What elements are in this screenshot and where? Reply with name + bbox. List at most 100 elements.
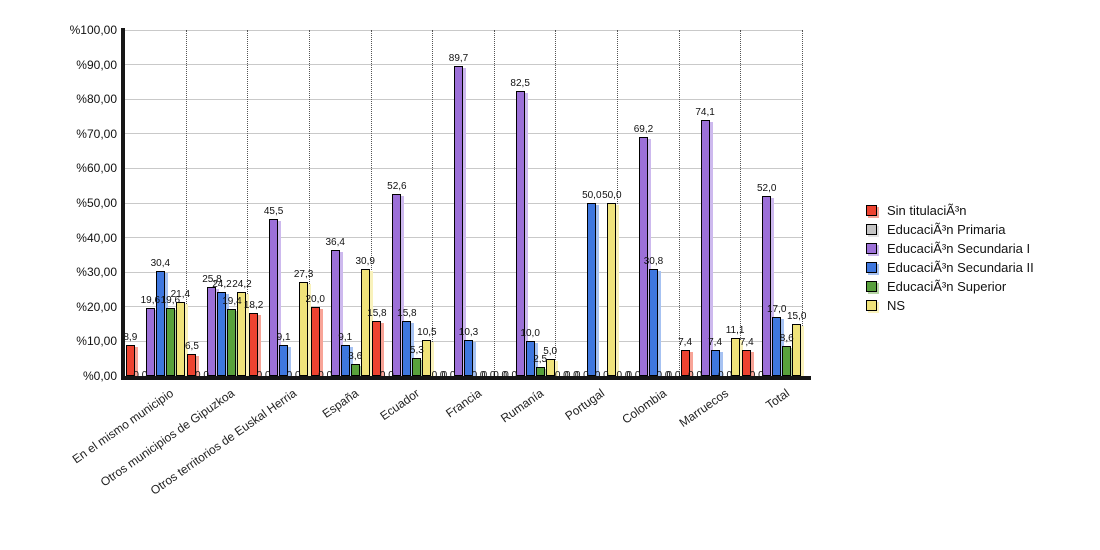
bar-value-label: 0,0 xyxy=(595,370,609,381)
bar xyxy=(187,353,197,376)
gridline-50 xyxy=(125,202,803,204)
bar-slot: 0,0 xyxy=(616,30,630,381)
bar-value-label: 7,4 xyxy=(678,337,693,349)
bar-value-label: 0,0 xyxy=(472,370,486,381)
bar-group-11: 7,4 0,0 52,0 17,0 8,6 15,0 xyxy=(740,30,806,381)
bar xyxy=(299,281,309,376)
bar-value-label: 15,8 xyxy=(367,308,387,320)
bar-group-2: 6,50,025,824,219,424,2 xyxy=(185,30,252,381)
bar xyxy=(782,346,792,376)
bar-value-label: 0,0 xyxy=(380,370,394,381)
bar-slot: 0,0 xyxy=(688,30,702,381)
bar-value-label: 19,4 xyxy=(222,295,242,307)
bar-value-label: 0,0 xyxy=(503,370,517,381)
bar-slot: 18,2 xyxy=(244,30,263,376)
bar-value-label: 3,6 xyxy=(348,350,363,362)
bar-value-label: 0,0 xyxy=(493,370,507,381)
bar xyxy=(372,321,382,376)
bar-slot: 0,0 xyxy=(133,30,147,381)
legend-swatch-icon xyxy=(866,281,877,292)
bar-value-label: 15,0 xyxy=(786,311,807,323)
bar-value-label: 36,4 xyxy=(325,237,345,249)
bar-value-label: 10,3 xyxy=(458,327,479,339)
bar-slot: 50,0 xyxy=(602,30,622,376)
legend-swatch-icon xyxy=(866,300,877,311)
bar-value-label: 24,2 xyxy=(232,279,252,291)
bar-value-label: 8,6 xyxy=(779,333,794,345)
x-category-label: En el mismo municipio xyxy=(69,386,176,467)
bar xyxy=(279,344,289,376)
bar-value-label: 82,5 xyxy=(510,77,530,89)
legend-swatch-icon xyxy=(866,224,877,235)
bar-value-label: 0,0 xyxy=(750,370,764,381)
legend-swatch-icon xyxy=(866,262,877,273)
bar-value-label: 17,0 xyxy=(766,304,787,316)
bar xyxy=(680,350,690,376)
gridline-70 xyxy=(125,133,803,135)
gridline-90 xyxy=(125,64,803,66)
bar-slot: 19,6 xyxy=(161,30,180,376)
legend-item: EducaciÃ³n Secundaria I xyxy=(866,239,1034,258)
bar-slot: 0,0 xyxy=(595,30,609,381)
bar-slot: 9,1 xyxy=(338,30,353,376)
bar-value-label: 25,8 xyxy=(202,273,222,285)
bar-slot: 52,0 xyxy=(757,30,776,376)
bar xyxy=(454,65,464,376)
bar-group-4: 20,0 0,0 36,4 9,1 3,6 30,9 xyxy=(306,30,375,381)
bar-slot: 50,0 xyxy=(582,30,602,376)
bar-value-label: 8,9 xyxy=(123,332,138,344)
bar-slot: 0,0 xyxy=(257,30,271,381)
bar-slot: 6,5 xyxy=(185,30,199,376)
gridline-10 xyxy=(125,340,803,342)
bar xyxy=(772,317,782,376)
bar-slot: 0,0 xyxy=(565,30,579,381)
bar-value-label: 27,3 xyxy=(293,268,314,280)
bar xyxy=(217,292,227,376)
y-tick-label: %10,00 xyxy=(76,334,117,349)
bar-slot: 15,8 xyxy=(367,30,387,376)
x-category-label: Francia xyxy=(443,386,485,421)
legend-item: EducaciÃ³n Superior xyxy=(866,277,1034,296)
bar-slot: 0,0 xyxy=(482,30,496,381)
x-category-label: Otros municipios de Gipuzkoa xyxy=(98,386,238,490)
bar-slot: 5,0 xyxy=(543,30,557,376)
bar-slot: 74,1 xyxy=(695,30,715,376)
bar-slot: 0,0 xyxy=(493,30,507,381)
legend-item: EducaciÃ³n Primaria xyxy=(866,220,1034,239)
bar xyxy=(207,286,217,376)
bar-slot: 30,8 xyxy=(644,30,663,376)
gridline-80 xyxy=(125,98,803,100)
bar xyxy=(269,218,279,376)
bar-value-label: 74,1 xyxy=(695,106,715,118)
bar-value-label: 0,0 xyxy=(287,370,301,381)
y-tick-label: %70,00 xyxy=(76,126,117,141)
bar-group-8: 0,00,00,050,00,050,0 xyxy=(555,30,622,381)
bar xyxy=(535,367,545,376)
bar-value-label: 0,0 xyxy=(442,370,456,381)
bar-slot: 0,0 xyxy=(287,30,301,381)
y-tick-label: %20,00 xyxy=(76,299,117,314)
bar xyxy=(237,292,247,376)
bar xyxy=(412,357,422,376)
x-category-label: Marruecos xyxy=(676,386,731,430)
bar-slot: 19,4 xyxy=(222,30,242,376)
bar-slot: 3,6 xyxy=(348,30,363,376)
bar xyxy=(545,358,555,376)
bar-slot: 24,2 xyxy=(212,30,232,376)
y-tick-label: %40,00 xyxy=(76,230,117,245)
x-category-label: Colombia xyxy=(619,386,669,427)
bar-slot: 36,4 xyxy=(326,30,345,376)
bar xyxy=(392,194,402,376)
bar xyxy=(227,308,237,376)
bar-slot: 15,0 xyxy=(787,30,806,376)
bar-value-label: 89,7 xyxy=(448,52,469,64)
bar xyxy=(710,350,720,376)
bar-slot: 0,0 xyxy=(432,30,446,381)
bar-value-label: 9,1 xyxy=(338,331,353,343)
bar-value-label: 15,8 xyxy=(397,308,417,320)
x-category-label: Ecuador xyxy=(377,386,423,424)
bar-value-label: 0,0 xyxy=(318,370,332,381)
bar-slot: 0,0 xyxy=(195,30,209,381)
bar-value-label: 0,0 xyxy=(688,370,702,381)
